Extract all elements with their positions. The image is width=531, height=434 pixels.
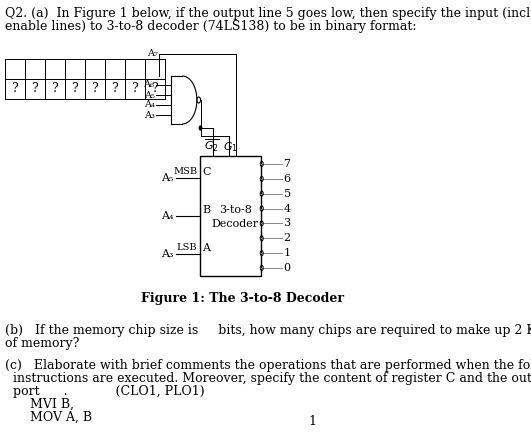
Text: 4: 4 (284, 204, 290, 214)
Text: 0: 0 (284, 263, 290, 273)
Text: Figure 1: The 3-to-8 Decoder: Figure 1: The 3-to-8 Decoder (141, 292, 344, 305)
Text: A₄: A₄ (161, 211, 174, 221)
Text: A: A (202, 243, 210, 253)
Text: $\overline{G_2}$: $\overline{G_2}$ (204, 138, 220, 154)
Text: 1: 1 (284, 248, 290, 258)
Text: (c)   Elaborate with brief comments the operations that are performed when the f: (c) Elaborate with brief comments the op… (5, 359, 531, 372)
Text: A₃: A₃ (143, 111, 155, 120)
Text: ?: ? (12, 82, 18, 95)
Text: Decoder: Decoder (211, 219, 259, 229)
Text: port      .            (CLO1, PLO1): port . (CLO1, PLO1) (13, 385, 205, 398)
Text: ?: ? (132, 82, 138, 95)
Bar (200, 156, 261, 276)
Text: 3-to-8: 3-to-8 (219, 205, 252, 215)
Text: 2: 2 (284, 233, 290, 243)
Text: Q2. (a)  In Figure 1 below, if the output line 5 goes low, then specify the inpu: Q2. (a) In Figure 1 below, if the output… (5, 7, 531, 20)
Text: C: C (202, 167, 211, 177)
Text: ?: ? (72, 82, 78, 95)
Text: ?: ? (112, 82, 118, 95)
Text: 5: 5 (284, 189, 290, 199)
Text: A₇: A₇ (147, 49, 158, 59)
Text: instructions are executed. Moreover, specify the content of register C and the o: instructions are executed. Moreover, spe… (13, 372, 531, 385)
Text: LSB: LSB (177, 243, 198, 252)
Text: ?: ? (31, 82, 38, 95)
Text: ?: ? (52, 82, 58, 95)
Text: MSB: MSB (174, 167, 198, 176)
Text: MVI B,: MVI B, (30, 398, 74, 411)
Text: 1: 1 (309, 415, 317, 428)
Text: A₅: A₅ (161, 173, 174, 183)
Text: 7: 7 (284, 159, 290, 169)
Text: A₆: A₆ (143, 80, 155, 89)
Text: 6: 6 (284, 174, 290, 184)
Text: MOV A, B: MOV A, B (30, 411, 92, 424)
Text: of memory?: of memory? (5, 337, 79, 350)
Text: enable lines) to 3-to-8 decoder (74LS138) to be in binary format:: enable lines) to 3-to-8 decoder (74LS138… (5, 20, 416, 33)
Text: B: B (202, 205, 210, 215)
Text: A₅: A₅ (143, 91, 155, 100)
Text: (b)   If the memory chip size is     bits, how many chips are required to make u: (b) If the memory chip size is bits, how… (5, 324, 531, 337)
Circle shape (199, 126, 202, 130)
Text: 3: 3 (284, 218, 290, 228)
Text: ?: ? (91, 82, 98, 95)
Text: A₃: A₃ (161, 249, 174, 259)
Text: A₄: A₄ (143, 100, 155, 109)
Text: $G_1$: $G_1$ (223, 140, 238, 154)
Text: ?: ? (151, 82, 158, 95)
